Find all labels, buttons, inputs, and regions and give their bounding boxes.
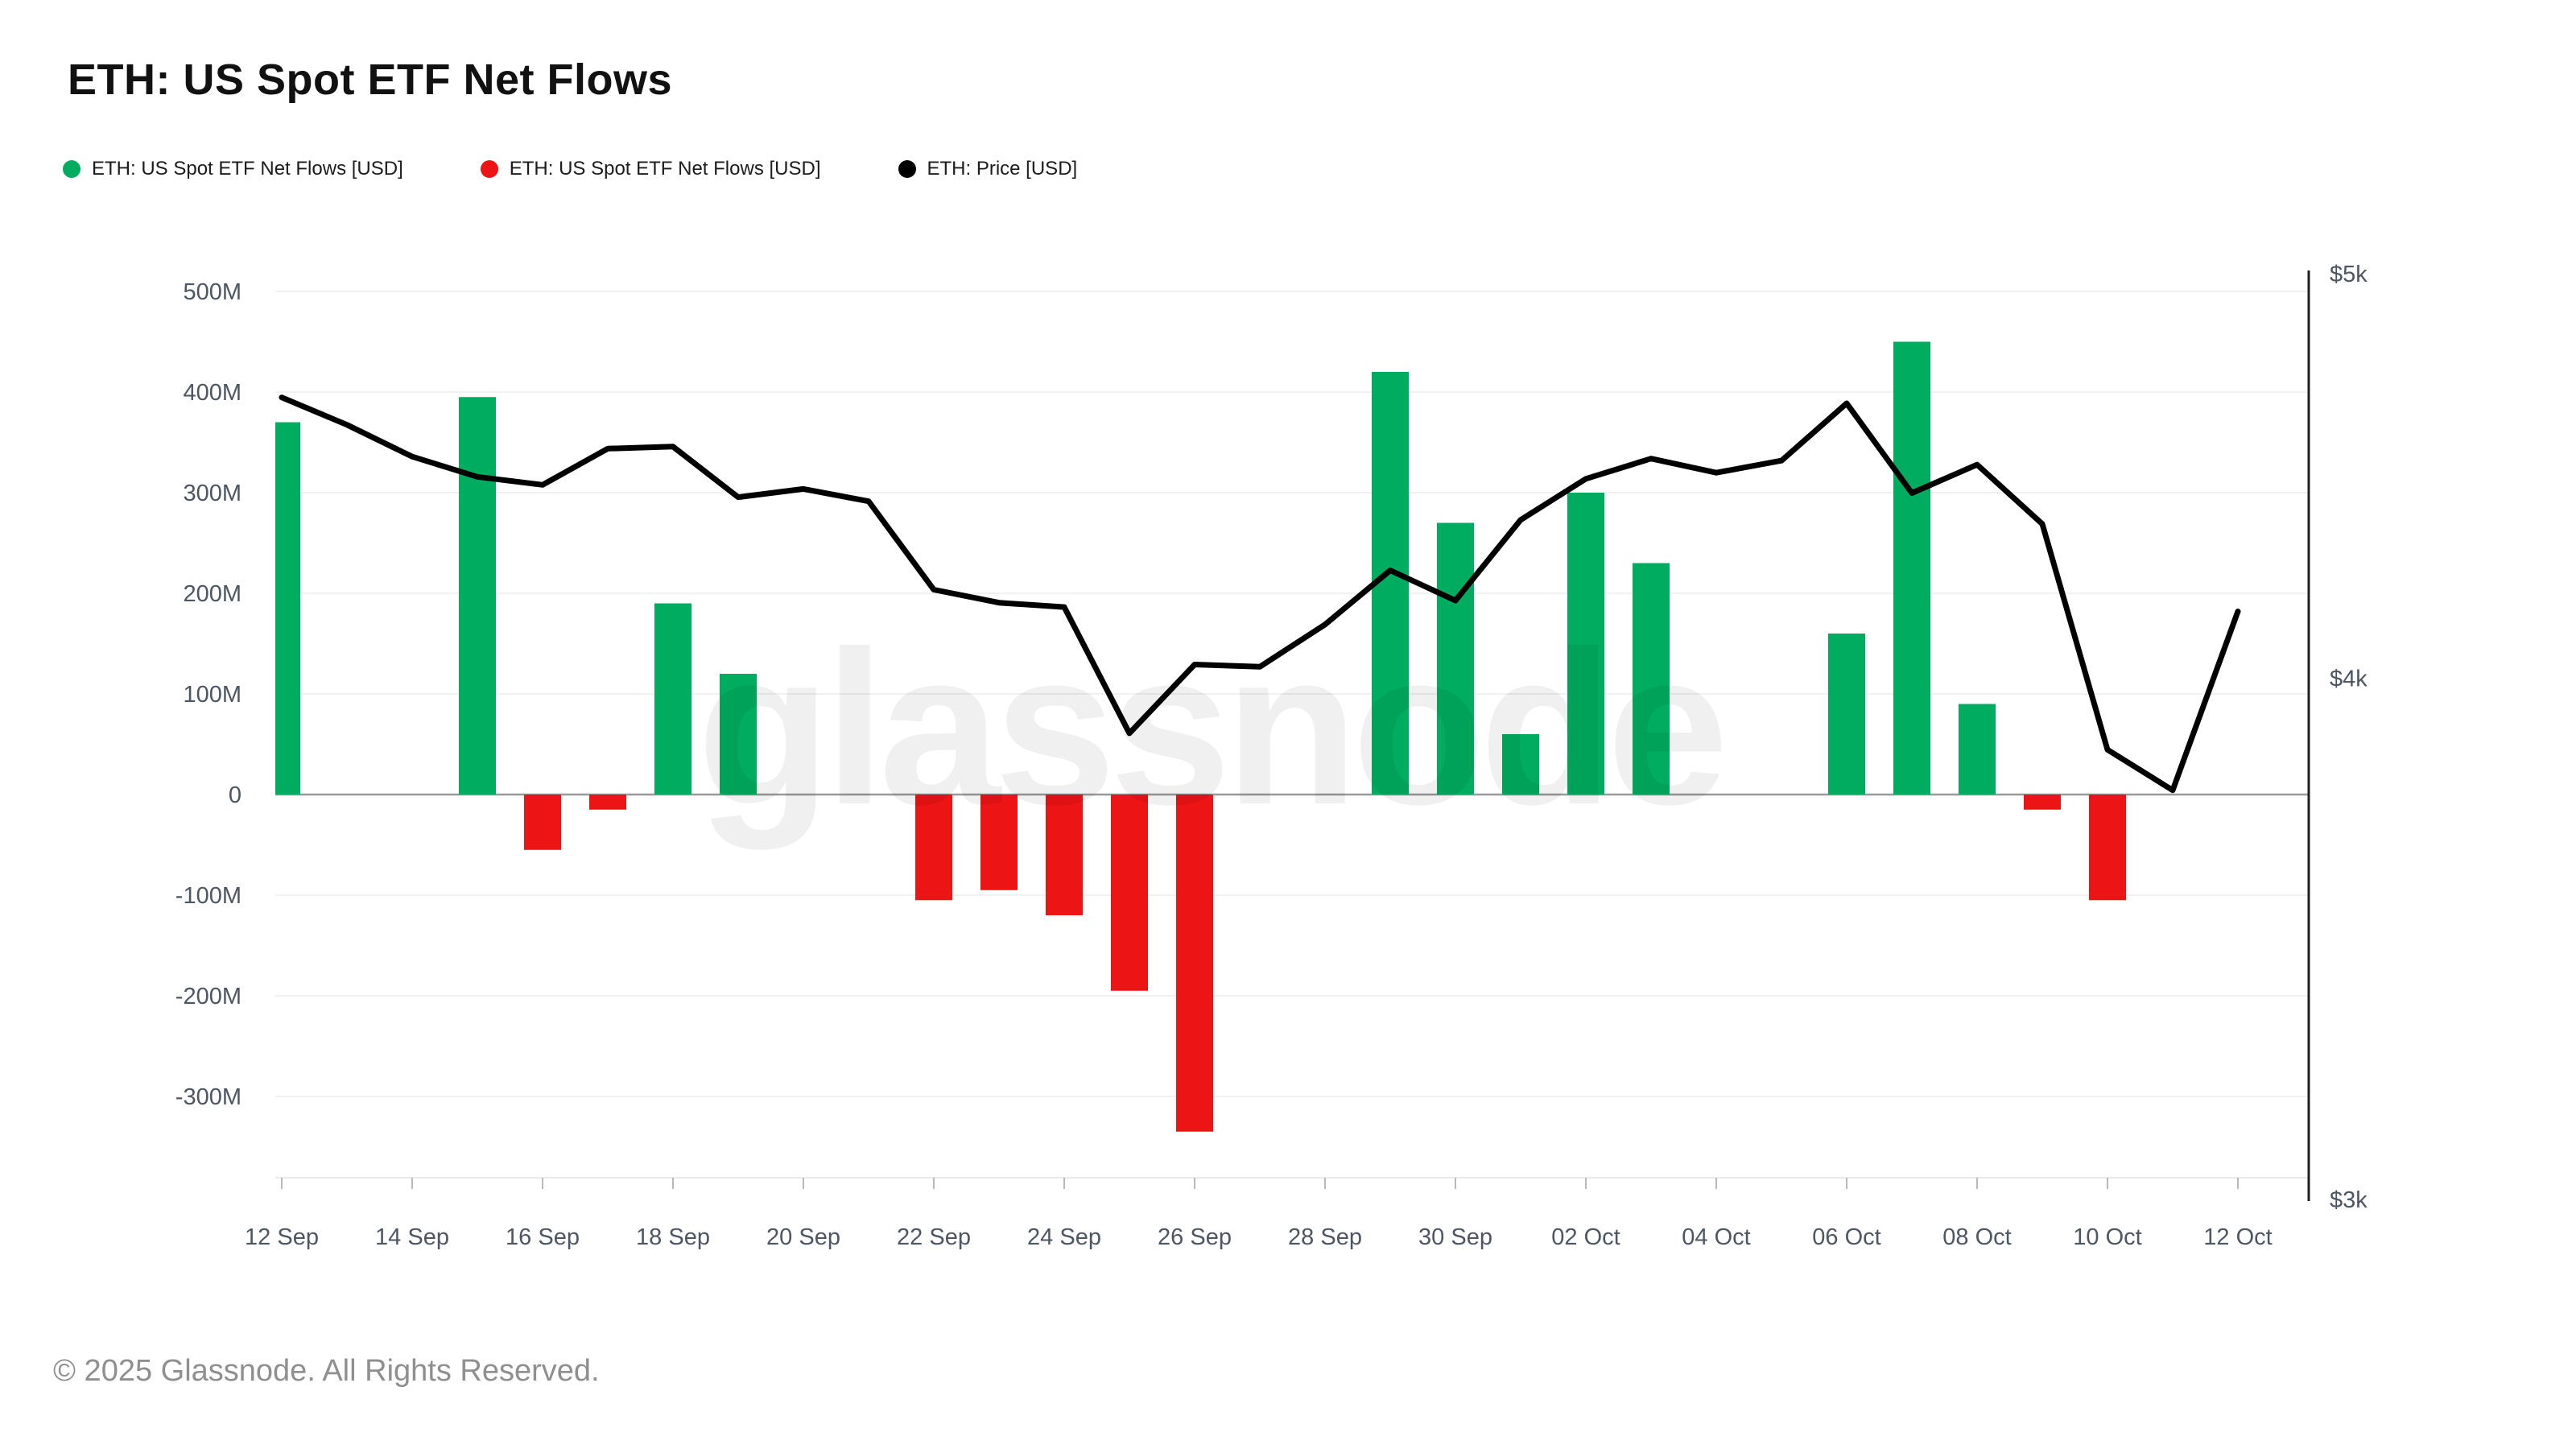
eth-price-line[interactable] bbox=[279, 394, 2241, 794]
netflow-bar-06-Oct[interactable] bbox=[1828, 634, 1865, 795]
date-axis-tick-label: 14 Sep bbox=[375, 1224, 449, 1250]
price-line bbox=[279, 394, 2241, 794]
black-circle-icon bbox=[898, 160, 916, 178]
flow-axis-tick-label: 400M bbox=[183, 380, 242, 406]
date-axis-tick-label: 26 Sep bbox=[1158, 1224, 1232, 1250]
legend-label: ETH: Price [USD] bbox=[927, 158, 1078, 180]
axes: 500M 400M 300M 200M 100M 0 -100M -200M -300M $5k $… bbox=[175, 262, 2368, 1250]
date-axis-tick-label: 16 Sep bbox=[506, 1224, 580, 1250]
netflow-bar-25-Sep[interactable] bbox=[1111, 795, 1148, 991]
netflow-bar-15-Sep[interactable] bbox=[459, 397, 496, 795]
netflow-bar-23-Sep[interactable] bbox=[980, 795, 1018, 890]
price-axis-tick-label: $3k bbox=[2330, 1187, 2368, 1213]
legend-label: ETH: US Spot ETF Net Flows [USD] bbox=[509, 158, 821, 180]
netflow-bar-26-Sep[interactable] bbox=[1176, 795, 1213, 1132]
netflow-bar-24-Sep[interactable] bbox=[1046, 795, 1083, 915]
glassnode-watermark: glassnode bbox=[697, 605, 1723, 852]
netflow-bar-10-Oct[interactable] bbox=[2089, 795, 2126, 901]
flow-axis-tick-label: -200M bbox=[175, 984, 242, 1009]
legend-item-netflows-negative[interactable]: ETH: US Spot ETF Net Flows [USD] bbox=[480, 158, 821, 180]
netflow-bar-08-Oct[interactable] bbox=[1959, 704, 1996, 795]
price-axis-tick-label: $4k bbox=[2330, 666, 2368, 691]
netflow-bar-09-Oct[interactable] bbox=[2024, 795, 2061, 810]
date-axis-tick-label: 28 Sep bbox=[1288, 1224, 1362, 1250]
green-circle-icon bbox=[63, 160, 80, 178]
price-axis-tick-label: $5k bbox=[2330, 262, 2368, 287]
netflow-bar-01-Oct[interactable] bbox=[1502, 734, 1539, 795]
flow-axis-tick-label: -100M bbox=[175, 883, 242, 909]
netflow-bar-07-Oct[interactable] bbox=[1893, 341, 1930, 795]
netflow-bar-19-Sep[interactable] bbox=[720, 674, 757, 795]
date-axis-tick-label: 22 Sep bbox=[897, 1224, 971, 1250]
chart-legend: ETH: US Spot ETF Net Flows [USD] ETH: US… bbox=[63, 158, 1154, 180]
page-title: ETH: US Spot ETF Net Flows bbox=[68, 56, 672, 104]
date-axis-tick-label: 30 Sep bbox=[1418, 1224, 1492, 1250]
date-axis-tick-label: 20 Sep bbox=[766, 1224, 840, 1250]
flow-axis-tick-label: 500M bbox=[183, 279, 242, 305]
flow-axis-tick-label: 100M bbox=[183, 682, 242, 708]
legend-item-netflows-positive[interactable]: ETH: US Spot ETF Net Flows [USD] bbox=[63, 158, 403, 180]
netflow-bar-03-Oct[interactable] bbox=[1633, 563, 1670, 795]
netflow-bar-17-Sep[interactable] bbox=[589, 795, 626, 810]
flow-axis-tick-label: 300M bbox=[183, 481, 242, 506]
netflow-bar-16-Sep[interactable] bbox=[524, 795, 561, 850]
date-axis-tick-label: 18 Sep bbox=[636, 1224, 710, 1250]
netflow-bar-22-Sep[interactable] bbox=[915, 795, 952, 901]
date-axis-tick-label: 12 Oct bbox=[2203, 1224, 2272, 1250]
date-axis-tick-label: 02 Oct bbox=[1551, 1224, 1620, 1250]
netflow-bar-18-Sep[interactable] bbox=[654, 603, 691, 795]
red-circle-icon bbox=[480, 160, 498, 178]
copyright-footer: © 2025 Glassnode. All Rights Reserved. bbox=[53, 1354, 600, 1388]
date-axis-tick-label: 24 Sep bbox=[1027, 1224, 1101, 1250]
flow-axis-tick-label: 0 bbox=[229, 782, 242, 808]
flow-axis-tick-label: 200M bbox=[183, 581, 242, 607]
date-axis-tick-label: 12 Sep bbox=[245, 1224, 319, 1250]
legend-item-price[interactable]: ETH: Price [USD] bbox=[898, 158, 1078, 180]
date-axis-tick-label: 06 Oct bbox=[1812, 1224, 1880, 1250]
netflow-bar-02-Oct[interactable] bbox=[1567, 493, 1604, 795]
netflow-bars bbox=[263, 341, 2126, 1132]
date-axis-tick-label: 08 Oct bbox=[1942, 1224, 2011, 1250]
legend-label: ETH: US Spot ETF Net Flows [USD] bbox=[92, 158, 403, 180]
flow-axis-tick-label: -300M bbox=[175, 1084, 242, 1110]
date-axis-tick-label: 10 Oct bbox=[2073, 1224, 2141, 1250]
netflow-bar-30-Sep[interactable] bbox=[1437, 522, 1474, 795]
date-axis-tick-label: 04 Oct bbox=[1682, 1224, 1750, 1250]
netflow-bar-12-Sep[interactable] bbox=[263, 422, 300, 795]
